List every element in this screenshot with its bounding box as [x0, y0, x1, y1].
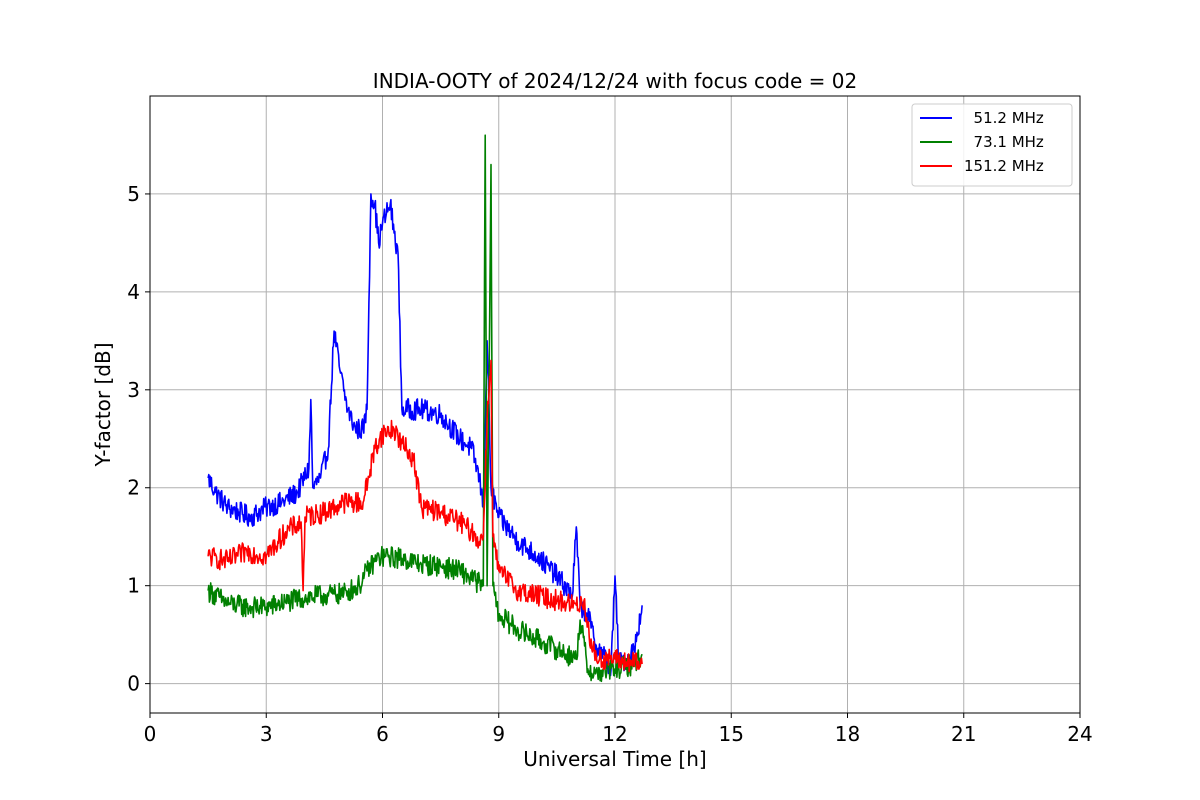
series-line-2	[207, 359, 643, 673]
y-tick-label: 2	[127, 476, 140, 500]
x-tick-label: 24	[1067, 722, 1092, 746]
legend-label-0: 51.2 MHz	[964, 109, 1044, 127]
y-tick-label: 3	[127, 378, 140, 402]
x-tick-label: 18	[835, 722, 860, 746]
x-tick-label: 0	[144, 722, 157, 746]
x-tick-label: 12	[602, 722, 627, 746]
series-line-1	[207, 134, 643, 683]
y-axis-label: Y-factor [dB]	[91, 342, 115, 467]
x-axis-label: Universal Time [h]	[523, 747, 706, 771]
legend-label-1: 73.1 MHz	[964, 133, 1044, 151]
series-line-0	[207, 193, 643, 677]
legend-label-2: 151.2 MHz	[964, 157, 1044, 175]
y-tick-label: 1	[127, 574, 140, 598]
chart-title: INDIA-OOTY of 2024/12/24 with focus code…	[373, 69, 857, 93]
legend: 51.2 MHz 73.1 MHz 151.2 MHz	[911, 103, 1073, 187]
y-tick-label: 0	[127, 672, 140, 696]
series-lines	[207, 134, 643, 683]
x-tick-label: 3	[260, 722, 273, 746]
y-tick-label: 4	[127, 280, 140, 304]
y-tick-label: 5	[127, 182, 140, 206]
x-tick-label: 15	[719, 722, 744, 746]
x-tick-label: 21	[951, 722, 976, 746]
x-tick-label: 6	[376, 722, 389, 746]
x-tick-label: 9	[492, 722, 505, 746]
